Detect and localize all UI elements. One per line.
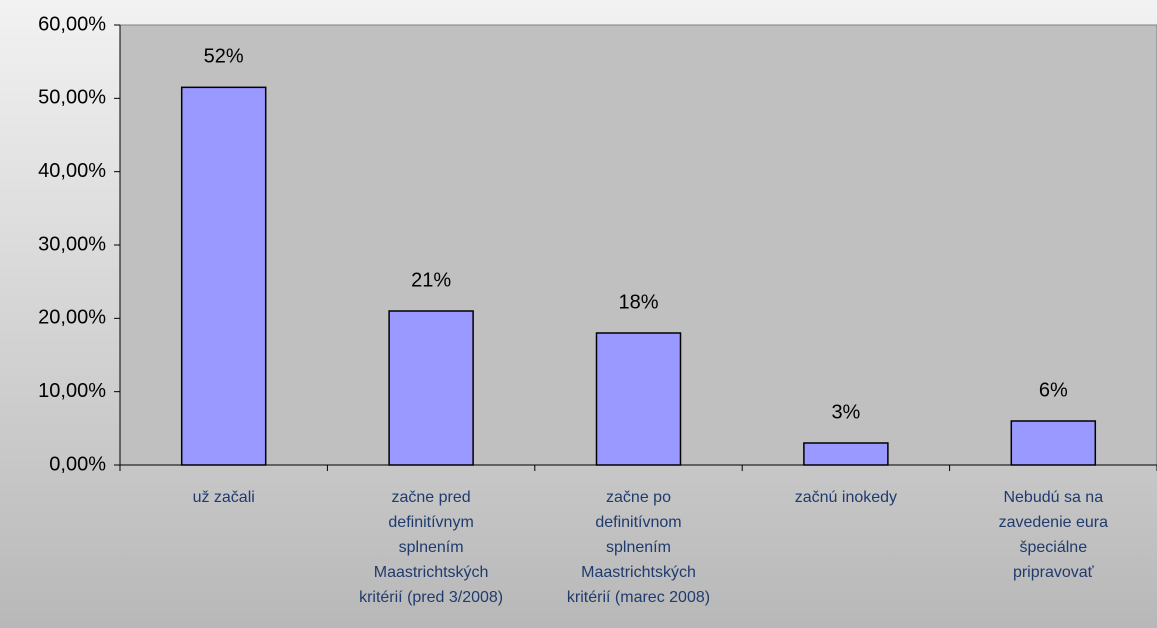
- y-tick-label: 60,00%: [38, 13, 106, 35]
- value-label: 52%: [204, 46, 244, 68]
- bar: [803, 442, 889, 466]
- x-tick-label: začne po definitívnom splnením Maastrichtsk…: [567, 489, 710, 606]
- y-tick-label: 50,00%: [38, 87, 106, 109]
- value-label: 21%: [411, 269, 451, 291]
- value-label: 6%: [1039, 379, 1068, 401]
- y-tick-label: 0,00%: [49, 453, 106, 475]
- x-tick-label: začnú inokedy: [795, 489, 897, 506]
- y-tick-label: 20,00%: [38, 307, 106, 329]
- x-tick-label: už začali: [193, 489, 255, 506]
- y-tick-label: 30,00%: [38, 233, 106, 255]
- bar: [388, 310, 474, 466]
- value-label: 18%: [618, 291, 658, 313]
- bar: [180, 86, 267, 466]
- y-tick-label: 10,00%: [38, 380, 106, 402]
- x-tick-label: Nebudú sa na zavedenie eura špeciálne pripr…: [999, 489, 1109, 581]
- bar: [1010, 420, 1097, 466]
- y-tick-label: 40,00%: [38, 160, 106, 182]
- x-tick-label: začne pred definitívnym splnením Maastricht…: [359, 489, 503, 606]
- bar: [595, 332, 682, 466]
- value-label: 3%: [831, 401, 860, 423]
